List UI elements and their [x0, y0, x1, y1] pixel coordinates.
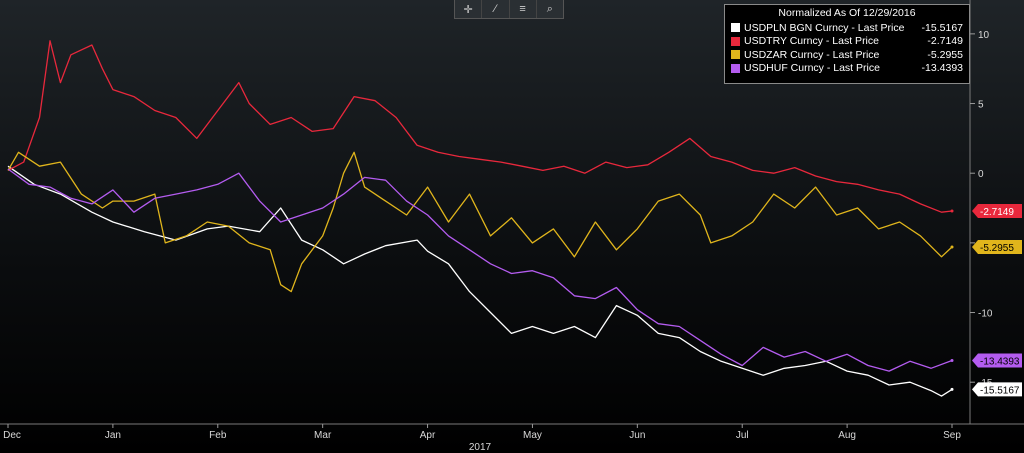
legend-swatch: [731, 50, 740, 60]
legend-series-name: USDZAR Curncy - Last Price: [744, 48, 880, 61]
legend-series-name: USDHUF Curncy - Last Price: [744, 62, 880, 75]
last-value-labels: -15.5167 -2.7149 -5.2955 -13.4393: [972, 204, 1022, 397]
y-tick-label: 0: [978, 169, 984, 180]
x-tick-label: Aug: [838, 430, 856, 441]
series-line: [7, 168, 953, 372]
x-tick-label: Dec: [3, 430, 21, 441]
series-layer: [7, 40, 954, 397]
last-value-tag-bg: [972, 239, 1022, 254]
x-tick-label: Jun: [629, 430, 645, 441]
series-line: [7, 151, 953, 293]
series-endpoint: [950, 245, 954, 249]
legend-series-name: USDTRY Curncy - Last Price: [744, 35, 879, 48]
series-line: [7, 40, 953, 213]
legend-series-value: -13.4393: [921, 62, 963, 75]
legend-entry-usdhuf: USDHUF Curncy - Last Price -13.4393: [731, 62, 963, 76]
legend-swatch: [731, 23, 740, 33]
series-line: [7, 165, 953, 397]
last-value-tag: -5.2955: [972, 239, 1022, 254]
legend-series-value: -2.7149: [927, 35, 963, 48]
legend-series-value: -15.5167: [921, 21, 963, 34]
y-tick-label: 5: [978, 100, 984, 111]
x-tick-label: Feb: [209, 430, 227, 441]
x-tick-label: Apr: [420, 430, 436, 441]
x-axis-label: 2017: [469, 442, 492, 453]
crosshair-icon[interactable]: ✛: [455, 0, 483, 18]
last-value-tag-bg: [972, 204, 1022, 219]
x-tick-label: Jul: [736, 430, 749, 441]
legend-series-value: -5.2955: [927, 48, 963, 61]
legend-entry-usdtry: USDTRY Curncy - Last Price -2.7149: [731, 35, 963, 49]
x-tick-label: Sep: [943, 430, 961, 441]
y-tick-label: -10: [978, 309, 993, 320]
x-tick-label: Jan: [105, 430, 121, 441]
legend: Normalized As Of 12/29/2016 USDPLN BGN C…: [724, 4, 970, 84]
series-endpoint: [950, 209, 954, 213]
legend-title: Normalized As Of 12/29/2016: [778, 7, 916, 19]
last-value-tag: -2.7149: [972, 204, 1022, 219]
last-value-tag-text: -13.4393: [980, 356, 1020, 367]
last-value-tag-text: -5.2955: [980, 243, 1014, 254]
chart-toolbar: ✛ ∕ ≡ ⌕: [454, 0, 564, 19]
last-value-tag-text: -2.7149: [980, 207, 1014, 218]
series-endpoint: [950, 387, 954, 391]
x-tick-label: May: [523, 430, 542, 441]
legend-entry-usdzar: USDZAR Curncy - Last Price -5.2955: [731, 48, 963, 62]
last-value-tag-bg: [972, 353, 1022, 368]
series-endpoint: [950, 358, 954, 362]
last-value-tag-bg: [972, 382, 1022, 397]
legend-swatch: [731, 63, 740, 73]
last-value-tag: -13.4393: [972, 353, 1022, 368]
zoom-icon[interactable]: ⌕: [546, 2, 553, 15]
legend-series-name: USDPLN BGN Curncy - Last Price: [744, 21, 905, 34]
last-value-tag-text: -15.5167: [980, 385, 1020, 396]
draw-pencil-icon[interactable]: ∕: [482, 0, 510, 18]
y-tick-label: 10: [978, 30, 990, 41]
x-tick-label: Mar: [314, 430, 332, 441]
legend-swatch: [731, 36, 740, 46]
last-value-tag: -15.5167: [972, 382, 1022, 397]
table-icon[interactable]: ≡: [510, 0, 537, 18]
legend-entry-usdpln: USDPLN BGN Curncy - Last Price -15.5167: [731, 21, 963, 35]
